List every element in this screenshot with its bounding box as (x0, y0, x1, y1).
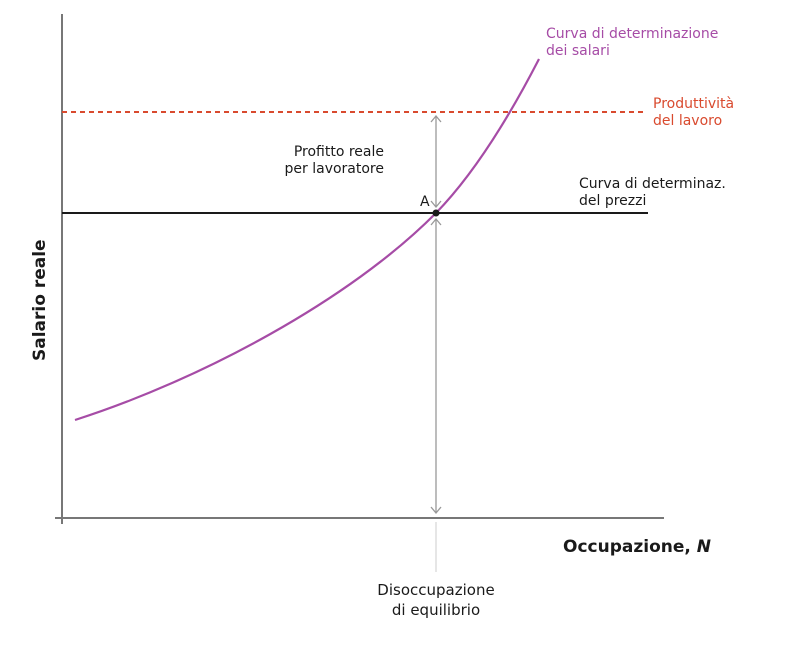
wage-setting-curve (74, 58, 540, 422)
profit-arrow (430, 114, 442, 209)
equilibrium-unemployment-label: Disoccupazione di equilibrio (366, 580, 506, 620)
price-curve-label-line1: Curva di determinaz. (579, 176, 726, 192)
x-axis-title-main: Occupazione, (563, 537, 697, 557)
y-axis-title: Salario reale (30, 239, 50, 361)
point-a-label: A (420, 194, 430, 210)
profit-label-line1: Profitto reale (293, 144, 384, 160)
productivity-label-line1: Produttività (653, 96, 735, 112)
equilibrium-point-a (432, 209, 440, 217)
price-curve-label-line2: del prezzi (579, 193, 647, 209)
unemployment-label-line1: Disoccupazione (377, 581, 495, 599)
price-curve-label: Curva di determinaz. del prezzi (579, 176, 726, 210)
wage-curve-label: Curva di determinazione dei salari (546, 26, 718, 60)
productivity-label: Produttività del lavoro (653, 96, 734, 130)
wage-curve-label-line2: dei salari (546, 43, 610, 59)
wage-curve-label-line1: Curva di determinazione (546, 26, 719, 42)
profit-per-worker-label: Profitto reale per lavoratore (240, 144, 390, 178)
unemployment-label-line2: di equilibrio (391, 601, 481, 619)
profit-label-line2: per lavoratore (284, 161, 384, 177)
x-axis-title-italic: N (696, 537, 711, 557)
unemployment-arrow (430, 217, 442, 515)
productivity-label-line2: del lavoro (653, 113, 723, 129)
x-axis-title: Occupazione, N (563, 537, 711, 557)
